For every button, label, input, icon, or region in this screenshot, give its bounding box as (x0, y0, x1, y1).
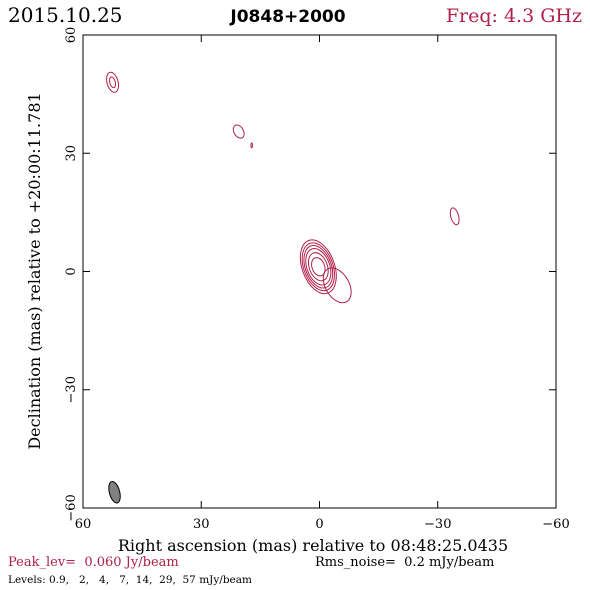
y-tick-label: 30 (64, 145, 79, 162)
contour-levels: Levels: 0.9, 2, 4, 7, 14, 29, 57 mJy/bea… (8, 574, 252, 586)
y-tick-label: 60 (64, 27, 79, 44)
x-tick-label: −60 (542, 517, 569, 532)
x-tick-label: −30 (424, 517, 451, 532)
x-axis-label: Right ascension (mas) relative to 08:48:… (118, 536, 508, 555)
source-name: J0848+2000 (229, 7, 345, 27)
rms-noise: Rms_noise= 0.2 mJy/beam (315, 555, 494, 570)
contour-core (307, 252, 329, 282)
y-axis-label: Declination (mas) relative to +20:00:11.… (25, 92, 44, 449)
contour-isle-right (449, 207, 460, 226)
x-tick-label: 0 (315, 517, 323, 532)
axis-ticks (82, 34, 557, 509)
contour-jet (322, 267, 352, 304)
y-tick-labels: 60 30 0 −30 −60 (64, 27, 79, 522)
x-tick-label: 30 (193, 517, 210, 532)
contour-core (303, 245, 334, 289)
x-tick-label: 60 (75, 517, 92, 532)
contour-lines (106, 71, 460, 304)
contour-core (305, 248, 332, 286)
restoring-beam (108, 480, 121, 504)
plot-frame (82, 34, 557, 509)
y-tick-label: −60 (64, 494, 79, 521)
peak-level: Peak_lev= 0.060 Jy/beam (8, 555, 179, 570)
contour-isle-upper-left (109, 76, 117, 89)
contour-isle-dot (250, 142, 253, 149)
y-tick-label: 0 (64, 267, 79, 275)
y-tick-label: −30 (64, 376, 79, 403)
contour-isle-mid (232, 124, 245, 139)
beam-ellipse (108, 480, 121, 504)
frequency-label: Freq: 4.3 GHz (446, 5, 582, 27)
contour-isle-upper-left (106, 71, 120, 93)
epoch-date: 2015.10.25 (8, 3, 123, 27)
x-tick-labels: 60 30 0 −30 −60 (75, 517, 570, 532)
contour-core (311, 257, 326, 277)
